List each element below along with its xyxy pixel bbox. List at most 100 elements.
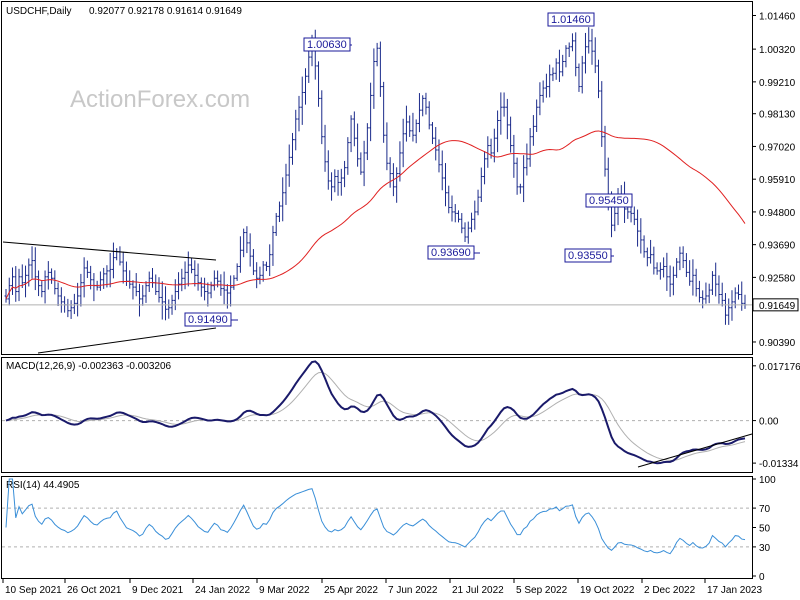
price-bar xyxy=(105,265,109,288)
price-bar xyxy=(20,264,24,289)
price-bar xyxy=(258,266,262,285)
price-bar xyxy=(440,150,444,191)
x-tick-label: 17 Jan 2023 xyxy=(707,585,762,596)
price-bar xyxy=(290,132,294,165)
price-bar xyxy=(232,275,236,290)
x-tick-label: 24 Jan 2022 xyxy=(195,585,250,596)
price-bar xyxy=(701,290,705,309)
price-bar xyxy=(326,150,330,190)
price-bar xyxy=(183,261,187,290)
price-bar xyxy=(66,298,70,318)
price-bar xyxy=(131,280,135,300)
price-bar xyxy=(164,286,168,321)
support-trendline xyxy=(37,327,217,354)
price-bar xyxy=(496,110,500,153)
price-bar xyxy=(69,300,73,319)
price-bar xyxy=(668,265,672,297)
price-bar xyxy=(720,282,724,307)
price-bar xyxy=(538,82,542,116)
price-label-text: 0.93690 xyxy=(431,247,471,259)
price-bar xyxy=(502,92,506,117)
price-bar xyxy=(238,236,242,273)
price-bar xyxy=(727,298,731,325)
price-bar xyxy=(522,155,526,203)
price-bar xyxy=(121,251,125,284)
price-bar xyxy=(251,249,255,276)
price-bar xyxy=(304,68,308,105)
price-bar xyxy=(707,283,711,304)
price-bar xyxy=(684,253,688,278)
price-bar xyxy=(98,271,102,291)
price-bar xyxy=(11,267,15,295)
price-bar xyxy=(124,261,128,286)
price-bar xyxy=(590,28,594,65)
price-bar xyxy=(642,235,646,258)
price-bar xyxy=(557,49,561,82)
price-bar xyxy=(24,265,28,298)
price-bar xyxy=(128,270,132,289)
price-bar xyxy=(740,281,744,311)
price-ohlc: 0.92077 0.92178 0.91614 0.91649 xyxy=(89,6,242,17)
price-bar xyxy=(554,58,558,80)
price-bar xyxy=(333,169,337,193)
price-bar xyxy=(343,160,347,188)
price-bar xyxy=(229,275,233,307)
price-bar xyxy=(531,115,535,146)
price-y-tick-label: 1.01460 xyxy=(759,12,796,23)
price-bar xyxy=(743,294,747,309)
price-bar xyxy=(134,273,138,297)
price-bar xyxy=(499,92,503,135)
price-bar xyxy=(463,222,467,243)
price-bar xyxy=(193,260,197,287)
price-bar xyxy=(567,42,571,58)
price-bar xyxy=(447,185,451,214)
price-bar xyxy=(102,267,106,289)
price-bar xyxy=(414,119,418,144)
price-bar xyxy=(160,281,164,320)
price-bar xyxy=(76,282,80,317)
rsi-y-tick-label: 30 xyxy=(759,543,771,554)
price-bar xyxy=(479,167,483,203)
price-bar xyxy=(597,59,601,99)
price-bar xyxy=(180,268,184,292)
price-label: 0.93550 xyxy=(564,248,614,263)
price-bar xyxy=(632,206,636,226)
price-bar xyxy=(404,105,408,142)
rsi-y-tick-label: 100 xyxy=(759,475,776,486)
price-bar xyxy=(177,272,181,300)
x-tick-label: 5 Sep 2022 xyxy=(516,585,568,596)
price-y-tick-label: 0.90390 xyxy=(759,338,796,349)
price-bar xyxy=(662,257,666,278)
rsi-y-tick-label: 50 xyxy=(759,524,771,535)
price-bar xyxy=(144,281,148,303)
price-bar xyxy=(645,247,649,267)
price-bar xyxy=(242,228,246,258)
price-label: 0.93690 xyxy=(427,245,480,260)
price-label-text: 0.93550 xyxy=(568,250,608,262)
price-bar xyxy=(375,42,379,67)
price-bar xyxy=(551,67,555,82)
price-y-tick-label: 0.98130 xyxy=(759,110,796,121)
rsi-y-tick-label: 70 xyxy=(759,504,771,515)
price-label: 1.00630 xyxy=(303,37,352,52)
price-bar xyxy=(356,123,360,167)
price-bar xyxy=(691,259,695,296)
price-bar xyxy=(268,244,272,277)
price-bar xyxy=(714,262,718,297)
x-tick-label: 26 Oct 2021 xyxy=(67,585,122,596)
price-bar xyxy=(235,263,239,281)
macd-pane-frame xyxy=(1,357,753,473)
price-bar xyxy=(460,213,464,234)
price-bar xyxy=(346,137,350,175)
price-bar xyxy=(723,293,727,325)
macd-y-tick-label: 0.017176 xyxy=(759,362,800,373)
price-bar xyxy=(528,128,532,167)
price-bar xyxy=(710,271,714,295)
price-bar xyxy=(401,118,405,168)
price-bar xyxy=(115,248,119,261)
price-bar xyxy=(587,27,591,54)
price-bar xyxy=(271,225,275,266)
price-bar xyxy=(79,273,83,307)
price-bar xyxy=(574,32,578,77)
price-bar xyxy=(248,233,252,267)
